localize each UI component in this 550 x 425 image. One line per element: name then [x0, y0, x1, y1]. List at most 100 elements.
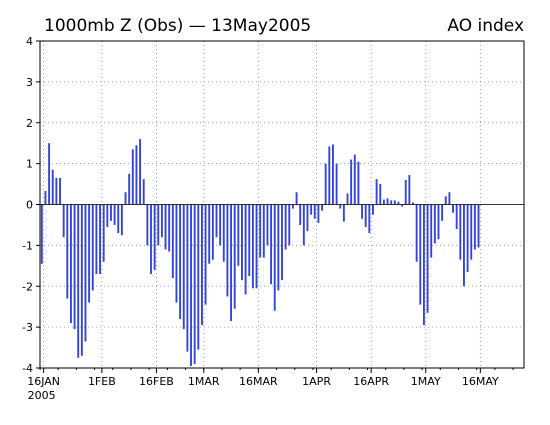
bar: [390, 200, 393, 205]
bar: [219, 204, 222, 246]
bar: [124, 192, 127, 205]
bar: [277, 204, 280, 291]
bar: [186, 204, 189, 352]
x-tick-label: 16MAR: [239, 375, 278, 388]
bar: [142, 179, 145, 205]
bar: [51, 169, 54, 205]
y-tick-label: -4: [22, 362, 33, 375]
bar: [466, 204, 469, 272]
y-tick-label: 1: [26, 158, 33, 171]
bar: [226, 204, 229, 297]
bar: [171, 204, 174, 279]
bar: [339, 204, 342, 209]
bar: [175, 204, 178, 303]
bar: [157, 204, 160, 246]
bar: [419, 204, 422, 305]
bar: [168, 204, 171, 252]
bar: [448, 192, 451, 205]
bar: [350, 159, 353, 205]
bar: [455, 204, 458, 230]
bar: [288, 204, 291, 246]
bar: [412, 202, 414, 205]
bar: [302, 204, 305, 246]
bar: [273, 204, 276, 311]
bar: [299, 204, 302, 225]
x-tick-label: 16APR: [353, 375, 389, 388]
bar: [353, 154, 356, 205]
bar: [382, 199, 385, 205]
bar: [66, 204, 69, 299]
y-tick-label: 4: [26, 35, 33, 48]
x-tick-label: 1MAY: [411, 375, 441, 388]
bar: [291, 204, 294, 209]
bar: [40, 204, 43, 264]
bar: [146, 204, 149, 246]
bar: [237, 204, 240, 266]
bar: [233, 204, 236, 309]
bar: [335, 163, 338, 205]
bar: [459, 204, 462, 260]
bar: [470, 204, 473, 260]
y-tick-label: 2: [26, 117, 33, 130]
bar: [386, 198, 389, 205]
bar: [110, 204, 112, 221]
bar: [73, 204, 76, 330]
bar: [463, 204, 465, 287]
bar: [313, 204, 316, 219]
y-tick-label: -1: [22, 239, 33, 252]
bar: [295, 192, 298, 205]
x-tick-label: 1MAR: [188, 375, 220, 388]
bar: [102, 204, 105, 262]
bar: [473, 204, 476, 250]
bar: [372, 204, 374, 215]
y-tick-label: -2: [22, 280, 33, 293]
bar: [346, 193, 349, 205]
bar: [244, 204, 247, 295]
chart-title-right: AO index: [447, 16, 524, 36]
bar: [84, 204, 87, 342]
bar: [452, 204, 454, 213]
bar: [190, 204, 192, 366]
bar: [153, 204, 156, 270]
x-tick-label: 16FEB: [139, 375, 174, 388]
bar: [310, 204, 313, 215]
bar: [222, 204, 225, 262]
y-tick-label: 0: [26, 199, 33, 212]
bar: [397, 201, 400, 205]
bar: [477, 204, 480, 248]
x-tick-sublabel: 2005: [28, 389, 56, 402]
bar: [99, 204, 101, 274]
bar: [422, 204, 425, 326]
bar: [208, 204, 211, 264]
bar: [128, 173, 131, 205]
bar: [262, 204, 265, 258]
bar: [120, 204, 123, 236]
bar: [135, 145, 138, 205]
bar: [401, 204, 404, 207]
bar: [404, 179, 407, 205]
bar: [415, 204, 418, 262]
plot-frame: [39, 40, 525, 369]
bar-series: [40, 139, 480, 366]
bar: [211, 204, 214, 260]
bar: [77, 204, 80, 358]
bar: [62, 204, 65, 238]
bar: [48, 143, 51, 205]
bar: [150, 204, 152, 274]
bar: [193, 204, 196, 364]
bar: [317, 204, 320, 223]
bar: [408, 175, 411, 205]
bar: [430, 204, 433, 258]
bar: [368, 204, 371, 234]
bar: [306, 204, 309, 232]
bar: [357, 161, 360, 205]
bar: [55, 177, 58, 205]
bar: [433, 204, 436, 244]
bar: [284, 204, 287, 250]
bar: [270, 204, 273, 285]
bar: [364, 204, 367, 227]
bar: [139, 139, 142, 205]
x-tick-label: 16MAY: [462, 375, 499, 388]
